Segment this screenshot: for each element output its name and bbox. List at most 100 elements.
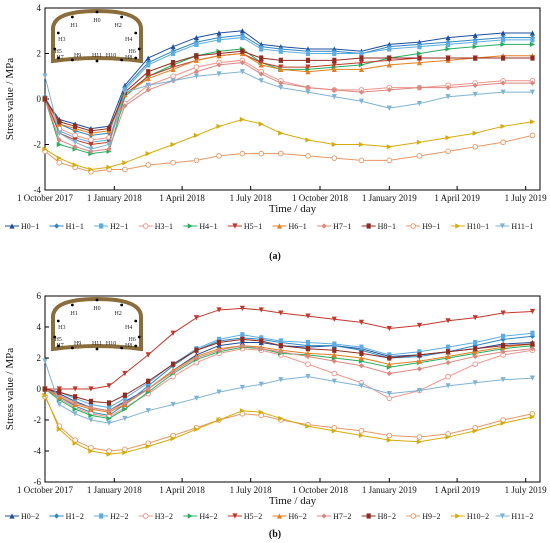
data-point <box>56 426 62 432</box>
y-tick-label: 4 <box>37 322 42 332</box>
x-tick-label: 1 July 2019 <box>505 193 548 203</box>
data-point <box>216 339 222 346</box>
data-point <box>240 336 245 342</box>
legend-label: H1−2 <box>66 512 84 521</box>
series-10 <box>42 116 536 173</box>
data-point <box>445 94 451 100</box>
data-point <box>445 46 451 52</box>
measuring-point-H4 <box>134 31 138 35</box>
series-11 <box>42 358 536 426</box>
data-point <box>278 150 284 157</box>
data-point <box>305 85 311 91</box>
data-point <box>500 123 506 129</box>
data-point <box>278 85 284 91</box>
series-line <box>44 345 533 412</box>
data-point <box>331 155 338 161</box>
data-point <box>258 150 265 157</box>
measuring-point-H5 <box>53 47 57 51</box>
data-point <box>445 360 451 366</box>
data-point <box>387 355 392 361</box>
data-point <box>472 315 478 321</box>
data-point <box>240 332 245 338</box>
data-point <box>472 143 478 150</box>
x-tick-label: 1 April 2018 <box>159 193 205 203</box>
x-axis-title: Time / day <box>269 495 317 507</box>
data-point <box>171 60 176 66</box>
data-point <box>305 57 311 63</box>
data-point <box>386 391 392 397</box>
x-tick-label: 1 January 2019 <box>362 193 417 203</box>
legend-marker <box>232 223 238 229</box>
data-point <box>122 392 127 398</box>
data-point <box>106 408 112 414</box>
data-point <box>240 34 245 41</box>
y-axis-title: Stress value / MPa <box>4 58 16 140</box>
data-point <box>332 347 337 353</box>
series-line <box>44 30 533 130</box>
legend-label: H9−2 <box>422 512 440 521</box>
data-point <box>122 406 128 412</box>
data-point <box>472 130 478 136</box>
data-point <box>193 64 200 70</box>
measuring-point-H11 <box>95 59 99 63</box>
data-point <box>529 30 536 36</box>
data-point <box>145 408 151 414</box>
series-10 <box>42 392 536 457</box>
x-tick-label: 1 January 2018 <box>87 485 142 495</box>
data-point <box>331 428 337 434</box>
data-point <box>258 78 264 84</box>
y-tick-label: 2 <box>37 49 42 59</box>
data-point <box>386 157 393 164</box>
data-point <box>417 349 422 355</box>
inset-label-H4: H4 <box>125 37 132 43</box>
inset-label-H0: H0 <box>93 18 100 24</box>
measuring-point-H0 <box>95 10 99 14</box>
legend-label: H11−2 <box>511 512 533 521</box>
legend-label: H1−1 <box>66 222 84 231</box>
data-point <box>529 41 536 47</box>
data-point <box>445 383 451 389</box>
data-point <box>216 50 222 57</box>
plot-frame <box>44 295 541 483</box>
data-point <box>146 378 151 384</box>
data-point <box>331 370 338 377</box>
legend-label: H2−1 <box>110 222 128 231</box>
data-point <box>170 330 176 336</box>
legend-label: H3−1 <box>155 222 173 231</box>
data-point <box>56 137 62 143</box>
data-point <box>239 69 245 75</box>
data-point <box>417 55 422 61</box>
inset-label-H8: H8 <box>125 343 132 349</box>
inset-label-H9: H9 <box>74 341 81 347</box>
data-point <box>416 85 423 91</box>
data-point <box>42 358 48 364</box>
legend-label: H10−1 <box>467 222 489 231</box>
legend-marker <box>276 513 283 519</box>
data-point <box>88 405 94 411</box>
data-point <box>386 144 392 150</box>
data-point <box>278 310 284 316</box>
measuring-point-H8 <box>134 56 138 60</box>
data-point <box>358 89 365 95</box>
data-point <box>258 307 264 313</box>
legend-label: H9−1 <box>422 222 440 231</box>
data-point <box>193 73 200 79</box>
series-7 <box>42 60 536 154</box>
data-point <box>278 377 284 383</box>
data-point <box>278 80 284 86</box>
data-point <box>446 41 451 47</box>
data-point <box>331 87 337 93</box>
measuring-point-H2 <box>120 303 124 307</box>
data-point <box>386 370 392 377</box>
data-point <box>193 132 200 138</box>
data-point <box>259 55 264 61</box>
data-point <box>259 338 264 344</box>
data-point <box>42 392 48 398</box>
measuring-point-H3 <box>56 31 60 35</box>
series-5 <box>42 50 536 148</box>
legend-label: H8−2 <box>378 512 396 521</box>
data-point <box>106 141 112 148</box>
data-point <box>258 346 264 352</box>
data-point <box>258 381 264 387</box>
legend-label: H0−1 <box>21 222 39 231</box>
